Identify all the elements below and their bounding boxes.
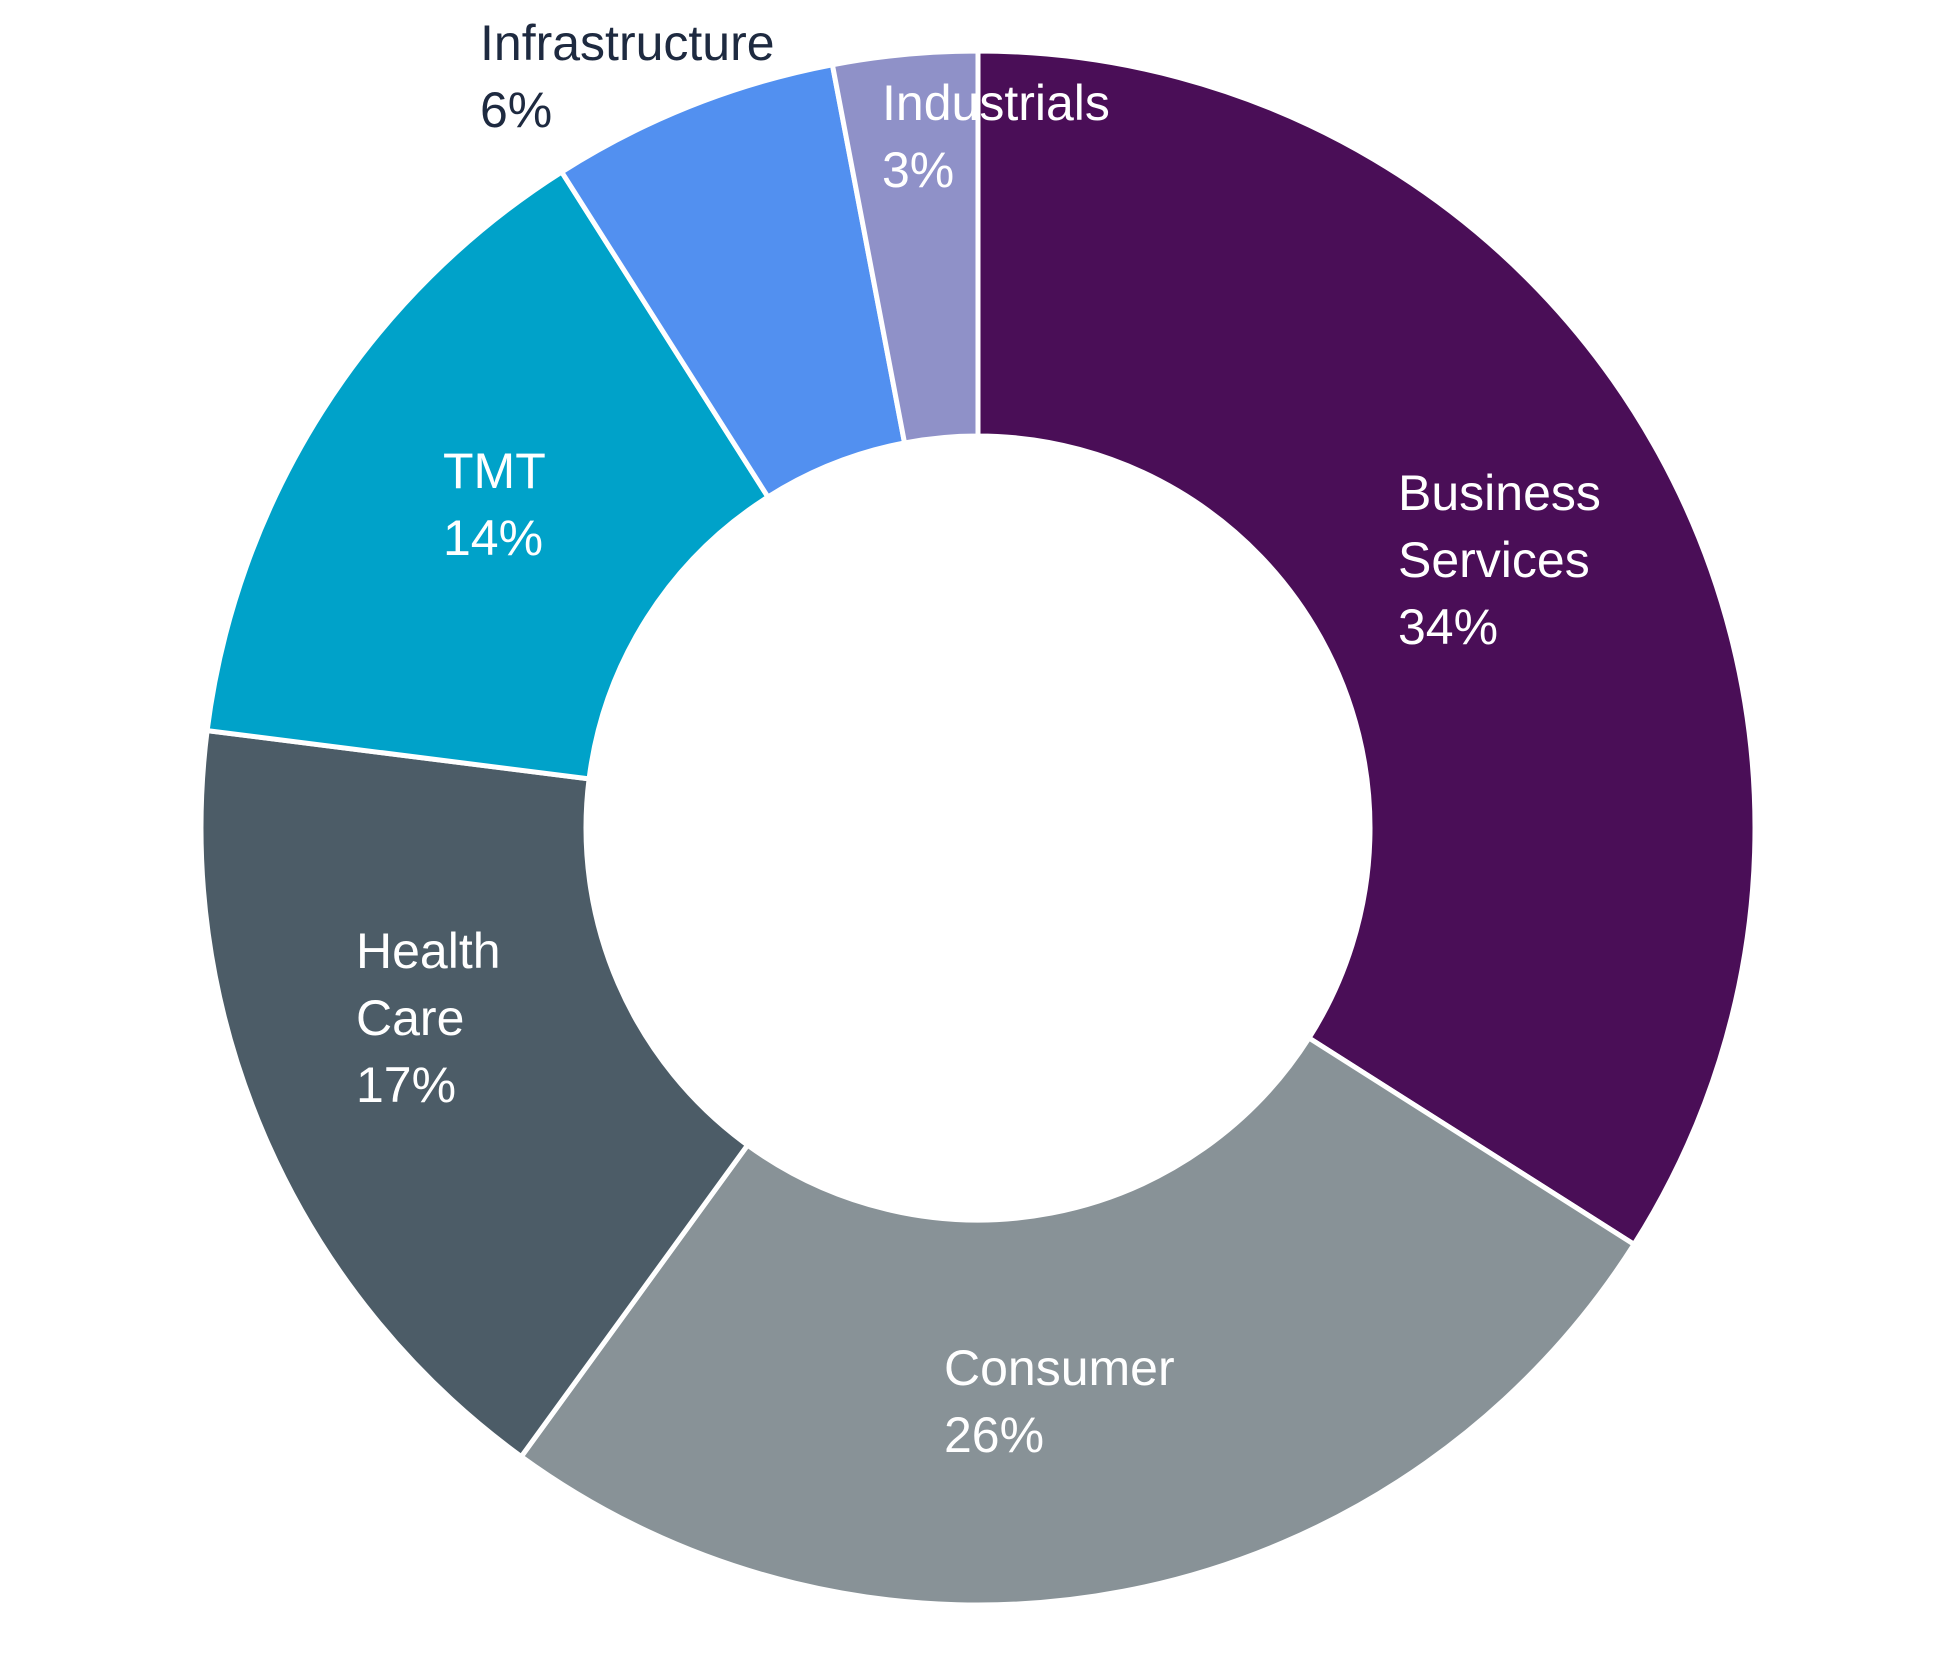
donut-slice-industrials bbox=[829, 48, 981, 446]
slice-name-label: Services bbox=[1398, 532, 1590, 588]
slice-name-label: Care bbox=[356, 990, 464, 1046]
slice-value-label: 3% bbox=[882, 142, 954, 198]
slice-value-label: 26% bbox=[944, 1407, 1044, 1463]
donut-slice-health-care bbox=[198, 727, 752, 1461]
slice-label-business-services: Business Services 34% bbox=[1398, 465, 1601, 655]
slice-name-label: Infrastructure bbox=[480, 15, 775, 71]
donut-slice-tmt bbox=[204, 168, 772, 782]
slice-value-label: 34% bbox=[1398, 599, 1498, 655]
slice-label-health-care: Health Care 17% bbox=[356, 923, 501, 1113]
slice-name-label: Industrials bbox=[882, 75, 1110, 131]
slice-label-infrastructure: Infrastructure 6% bbox=[480, 15, 775, 138]
slice-value-label: 6% bbox=[480, 82, 552, 138]
slice-label-industrials: Industrials 3% bbox=[882, 75, 1110, 198]
slice-label-consumer: Consumer 26% bbox=[944, 1340, 1175, 1463]
slice-label-tmt: TMT 14% bbox=[443, 443, 546, 566]
slice-name-label: Health bbox=[356, 923, 501, 979]
slice-name-label: Consumer bbox=[944, 1340, 1175, 1396]
slice-value-label: 17% bbox=[356, 1057, 456, 1113]
slice-name-label: Business bbox=[1398, 465, 1601, 521]
slice-value-label: 14% bbox=[443, 510, 543, 566]
slice-name-label: TMT bbox=[443, 443, 546, 499]
donut-slice-business-services bbox=[975, 48, 1758, 1248]
donut-slice-consumer bbox=[517, 1034, 1638, 1608]
